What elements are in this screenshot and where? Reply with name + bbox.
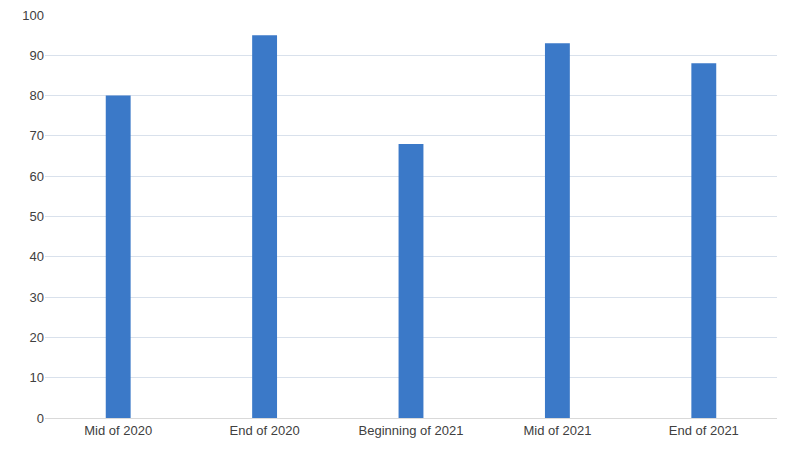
svg-text:50: 50 [30, 209, 44, 224]
svg-text:Beginning of 2021: Beginning of 2021 [359, 423, 464, 438]
svg-text:60: 60 [30, 169, 44, 184]
svg-text:Mid of 2020: Mid of 2020 [84, 423, 152, 438]
svg-text:80: 80 [30, 88, 44, 103]
svg-text:100: 100 [22, 8, 44, 23]
svg-text:90: 90 [30, 48, 44, 63]
svg-text:End of 2021: End of 2021 [669, 423, 739, 438]
svg-text:0: 0 [37, 411, 44, 426]
svg-text:40: 40 [30, 249, 44, 264]
svg-text:30: 30 [30, 290, 44, 305]
svg-text:70: 70 [30, 128, 44, 143]
svg-text:20: 20 [30, 330, 44, 345]
svg-text:Mid of 2021: Mid of 2021 [523, 423, 591, 438]
svg-text:End of 2020: End of 2020 [230, 423, 300, 438]
svg-text:10: 10 [30, 370, 44, 385]
